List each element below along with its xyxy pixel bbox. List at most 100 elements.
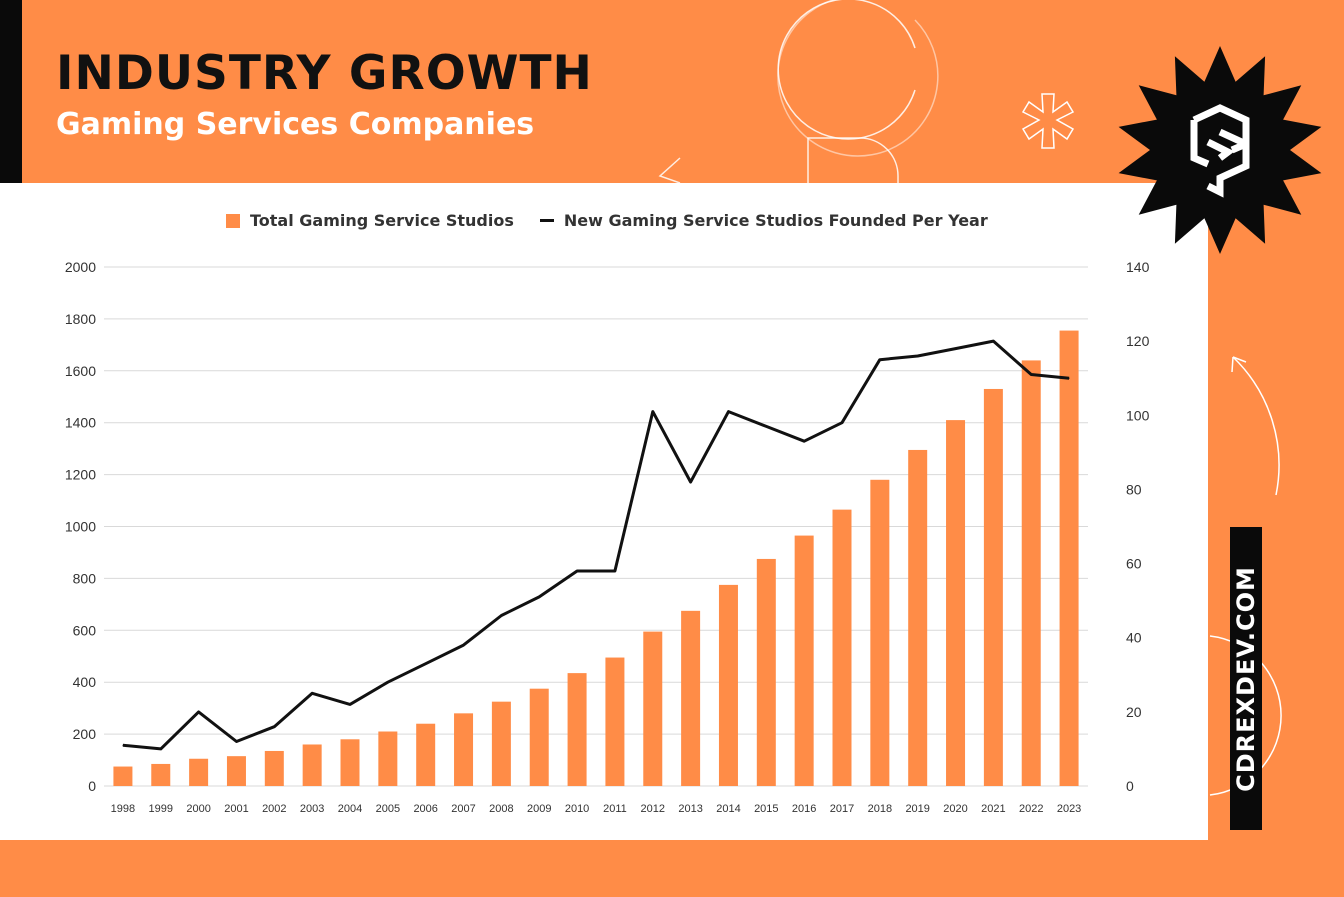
x-axis: 1998 1999 2000 2001 2002 2003 2004 2005 2006 2007…: [111, 803, 1082, 815]
line-point-2022: [1030, 374, 1032, 376]
bar-2004: [340, 739, 360, 786]
x-tick-label: 2000: [186, 803, 210, 815]
bar-2017: [832, 509, 852, 786]
vertical-url-banner: CDREXDEV.COM: [1230, 527, 1262, 830]
legend-label-bars: Total Gaming Service Studios: [250, 211, 514, 230]
cdrex-logo-icon: [1118, 46, 1322, 254]
x-tick-label: 2005: [376, 803, 400, 815]
y-right-tick-label: 60: [1126, 556, 1142, 572]
line-point-2000: [198, 711, 200, 713]
line-point-2018: [879, 359, 881, 361]
y-right-tick-label: 100: [1126, 407, 1150, 423]
line-point-2014: [727, 411, 729, 413]
x-tick-label: 2022: [1019, 803, 1043, 815]
y-right-tick-label: 0: [1126, 778, 1134, 794]
line-point-2002: [273, 726, 275, 728]
legend-item-bars: Total Gaming Service Studios: [226, 211, 514, 230]
y-right-tick-label: 40: [1126, 630, 1142, 646]
y-left-tick-label: 200: [73, 726, 97, 742]
legend-label-line: New Gaming Service Studios Founded Per Y…: [563, 211, 988, 230]
y-left-tick-label: 1200: [65, 467, 96, 483]
line-point-2004: [349, 703, 351, 705]
line-point-2009: [538, 596, 540, 598]
y-right-tick-label: 20: [1126, 704, 1142, 720]
bar-2016: [794, 535, 814, 786]
bar-2003: [302, 744, 322, 786]
x-tick-label: 2011: [603, 803, 627, 815]
bar-2013: [681, 610, 701, 786]
asterisk-icon: [1021, 93, 1075, 149]
x-tick-label: 1998: [111, 803, 135, 815]
line-point-2017: [841, 422, 843, 424]
y-left-tick-label: 0: [88, 778, 96, 794]
left-accent-bar: [0, 0, 22, 183]
x-tick-label: 2017: [830, 803, 854, 815]
page-title: INDUSTRY GROWTH: [56, 46, 593, 101]
y-left-tick-label: 1400: [65, 415, 96, 431]
line-path-new-studios: [122, 339, 1070, 751]
bar-2007: [454, 713, 474, 786]
legend-swatch-line: [539, 219, 554, 222]
x-tick-label: 2003: [300, 803, 324, 815]
y-right-tick-label: 120: [1126, 333, 1150, 349]
bar-2005: [378, 731, 398, 786]
x-tick-label: 2014: [716, 803, 740, 815]
chart-panel: [0, 183, 1208, 840]
x-tick-label: 2001: [224, 803, 248, 815]
x-tick-label: 2008: [489, 803, 513, 815]
legend-item-line: New Gaming Service Studios Founded Per Y…: [539, 211, 988, 230]
bar-1998: [113, 766, 133, 786]
y-axis-right: 0 20 40 60 80 100 120 140: [1126, 259, 1150, 794]
bar-2002: [264, 750, 284, 786]
y-left-tick-label: 1800: [65, 311, 96, 327]
bar-2015: [756, 558, 776, 786]
y-left-tick-label: 600: [73, 622, 97, 638]
page-subtitle: Gaming Services Companies: [56, 107, 535, 142]
line-point-2006: [425, 663, 427, 665]
line-point-2010: [576, 570, 578, 572]
chart-area: 0 200 400 600 800 1000 1200 1400 1600 1800 2000 0 2…: [65, 259, 1150, 815]
x-tick-label: 2009: [527, 803, 551, 815]
bar-2009: [529, 688, 549, 786]
bar-series: [113, 330, 1079, 786]
x-tick-label: 2016: [792, 803, 816, 815]
bar-2020: [946, 420, 966, 786]
line-point-2001: [235, 741, 237, 743]
bar-2001: [226, 756, 246, 786]
line-point-2008: [500, 614, 502, 616]
bar-2019: [908, 449, 928, 786]
x-tick-label: 2013: [678, 803, 702, 815]
line-point-2019: [917, 355, 919, 357]
chart-legend: Total Gaming Service Studios New Gaming …: [226, 211, 1014, 230]
line-point-2011: [614, 570, 616, 572]
y-left-tick-label: 1600: [65, 363, 96, 379]
x-tick-label: 1999: [149, 803, 173, 815]
line-point-2003: [311, 692, 313, 694]
bar-2011: [605, 657, 625, 786]
bar-2010: [567, 673, 587, 786]
decorative-outline-letters: [658, 0, 1075, 183]
line-point-2012: [652, 411, 654, 413]
x-tick-label: 2007: [451, 803, 475, 815]
line-point-2005: [387, 681, 389, 683]
line-point-1999: [160, 748, 162, 750]
y-left-tick-label: 400: [73, 674, 97, 690]
website-url: CDREXDEV.COM: [1232, 565, 1260, 792]
bar-2022: [1021, 360, 1041, 786]
x-tick-label: 2015: [754, 803, 778, 815]
bar-2014: [718, 584, 738, 786]
line-point-2007: [463, 644, 465, 646]
legend-swatch-bar: [226, 213, 240, 228]
line-point-1998: [122, 744, 124, 746]
x-tick-label: 2018: [868, 803, 892, 815]
y-left-tick-label: 1000: [65, 519, 96, 535]
bar-2000: [189, 758, 209, 786]
x-tick-label: 2019: [905, 803, 929, 815]
bar-2023: [1059, 330, 1079, 786]
bar-2008: [491, 701, 511, 786]
x-tick-label: 2021: [981, 803, 1005, 815]
y-left-tick-label: 800: [73, 570, 97, 586]
x-tick-label: 2010: [565, 803, 589, 815]
x-tick-label: 2004: [338, 803, 362, 815]
line-point-2023: [1068, 377, 1070, 379]
